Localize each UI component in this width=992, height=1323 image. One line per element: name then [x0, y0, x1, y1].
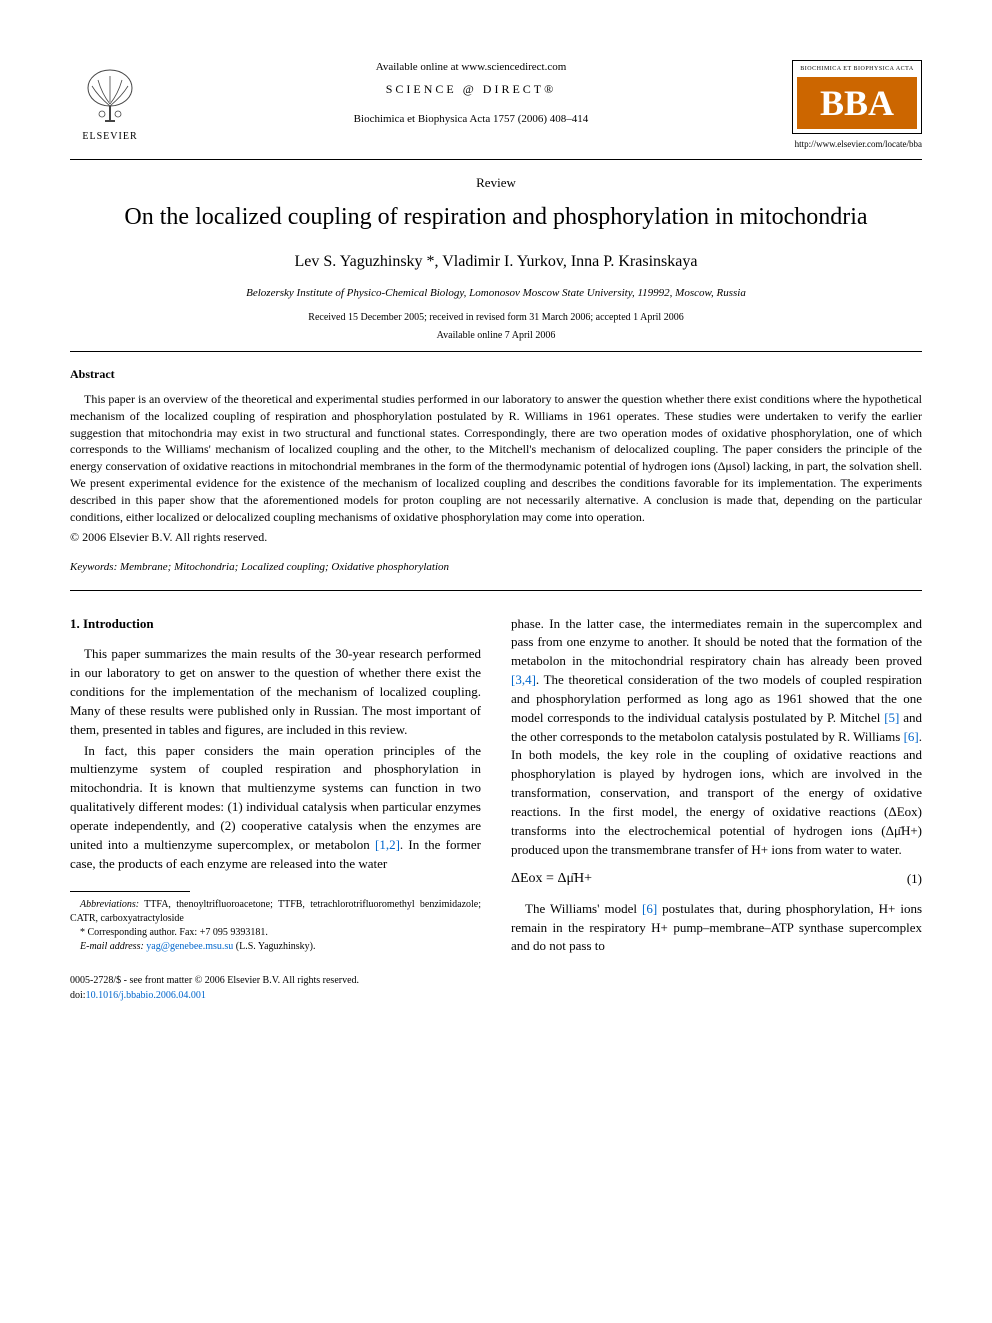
received-dates: Received 15 December 2005; received in r… [70, 311, 922, 325]
equation-row: ΔEox = Δμ̄H+ (1) [511, 869, 922, 889]
elsevier-logo: ELSEVIER [70, 60, 150, 150]
email-suffix: (L.S. Yaguzhinsky). [233, 941, 315, 952]
bba-logo-box: BIOCHIMICA ET BIOPHYSICA ACTA BBA [792, 60, 922, 134]
keywords: Keywords: Membrane; Mitochondria; Locali… [70, 560, 922, 575]
reference-link[interactable]: [5] [884, 710, 899, 725]
text-run: . The theoretical consideration of the t… [511, 672, 922, 725]
reference-link[interactable]: [1,2] [375, 837, 400, 852]
authors: Lev S. Yaguzhinsky *, Vladimir I. Yurkov… [70, 251, 922, 273]
footnote-separator [70, 891, 190, 892]
paragraph: The Williams' model [6] postulates that,… [511, 900, 922, 957]
paragraph: In fact, this paper considers the main o… [70, 742, 481, 874]
header-center: Available online at www.sciencedirect.co… [150, 60, 792, 128]
elsevier-tree-icon [80, 66, 140, 126]
footnote-abbreviations: Abbreviations: TTFA, thenoyltrifluoroace… [70, 898, 481, 926]
divider [70, 351, 922, 352]
divider [70, 590, 922, 591]
abstract-text: This paper is an overview of the theoret… [70, 391, 922, 525]
reference-link[interactable]: [6] [642, 901, 657, 916]
abstract-label: Abstract [70, 366, 922, 383]
divider [70, 159, 922, 160]
text-run: The Williams' model [525, 901, 642, 916]
paragraph: This paper summarizes the main results o… [70, 645, 481, 739]
issn-line: 0005-2728/$ - see front matter © 2006 El… [70, 974, 481, 989]
bottom-info: 0005-2728/$ - see front matter © 2006 El… [70, 974, 481, 1003]
science-direct-logo: SCIENCE @ DIRECT® [170, 81, 772, 98]
doi-line: doi:10.1016/j.bbabio.2006.04.001 [70, 989, 481, 1004]
equation: ΔEox = Δμ̄H+ [511, 869, 592, 889]
footnote-email: E-mail address: yag@genebee.msu.su (L.S.… [70, 940, 481, 954]
column-right: phase. In the latter case, the intermedi… [511, 615, 922, 1004]
bba-header-text: BIOCHIMICA ET BIOPHYSICA ACTA [797, 65, 917, 73]
article-title: On the localized coupling of respiration… [70, 202, 922, 233]
copyright: © 2006 Elsevier B.V. All rights reserved… [70, 529, 922, 546]
affiliation: Belozersky Institute of Physico-Chemical… [70, 286, 922, 301]
equation-number: (1) [907, 870, 922, 889]
body-columns: 1. Introduction This paper summarizes th… [70, 615, 922, 1004]
text-run: . In both models, the key role in the co… [511, 729, 922, 857]
available-online-text: Available online at www.sciencedirect.co… [170, 60, 772, 75]
doi-link[interactable]: 10.1016/j.bbabio.2006.04.001 [86, 990, 206, 1001]
section-heading: 1. Introduction [70, 615, 481, 634]
doi-label: doi: [70, 990, 86, 1001]
abbreviations-label: Abbreviations: [80, 899, 139, 910]
keywords-label: Keywords: [70, 561, 117, 573]
keywords-text: Membrane; Mitochondria; Localized coupli… [120, 561, 449, 573]
email-label: E-mail address: [80, 941, 144, 952]
reference-link[interactable]: [3,4] [511, 672, 536, 687]
elsevier-label: ELSEVIER [82, 130, 137, 144]
email-link[interactable]: yag@genebee.msu.su [146, 941, 233, 952]
reference-link[interactable]: [6] [904, 729, 919, 744]
footnote-corresponding: * Corresponding author. Fax: +7 095 9393… [70, 926, 481, 940]
text-run: phase. In the latter case, the intermedi… [511, 616, 922, 669]
header-row: ELSEVIER Available online at www.science… [70, 60, 922, 151]
column-left: 1. Introduction This paper summarizes th… [70, 615, 481, 1004]
bba-url: http://www.elsevier.com/locate/bba [792, 138, 922, 151]
bba-logo-container: BIOCHIMICA ET BIOPHYSICA ACTA BBA http:/… [792, 60, 922, 151]
bba-logo-text: BBA [797, 77, 917, 129]
available-online-date: Available online 7 April 2006 [70, 329, 922, 343]
article-type: Review [70, 174, 922, 192]
journal-reference: Biochimica et Biophysica Acta 1757 (2006… [170, 112, 772, 127]
paragraph: phase. In the latter case, the intermedi… [511, 615, 922, 860]
text-run: In fact, this paper considers the main o… [70, 743, 481, 852]
